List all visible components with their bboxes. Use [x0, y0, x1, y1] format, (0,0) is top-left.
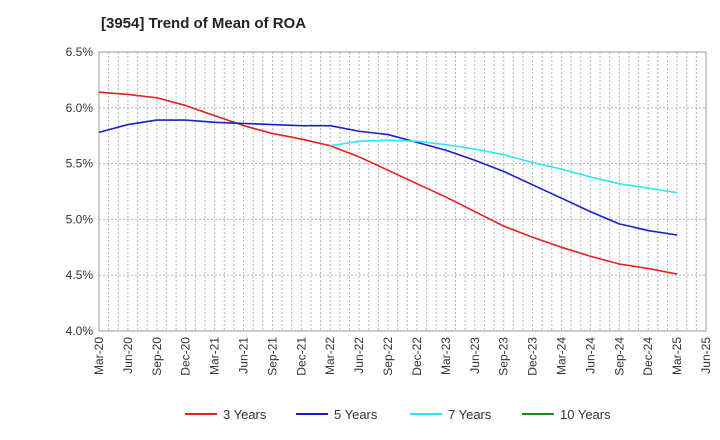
y-tick-label: 5.5%	[66, 157, 94, 171]
x-axis-ticks: Mar-20 Jun-20 Sep-20 Dec-20 Mar-21 Jun-21 Sep-…	[92, 337, 713, 376]
legend-label: 5 Years	[334, 407, 378, 422]
x-tick-label: Jun-20	[121, 337, 135, 374]
x-tick-label: Sep-22	[381, 337, 395, 376]
series-line-3-years	[98, 91, 678, 275]
y-axis-ticks: 4.0% 4.5% 5.0% 5.5% 6.0% 6.5%	[66, 45, 94, 338]
series-lines	[98, 91, 678, 275]
x-tick-label: Mar-24	[554, 337, 568, 375]
x-tick-label: Mar-23	[439, 337, 453, 375]
x-tick-label: Dec-22	[410, 337, 424, 376]
x-tick-label: Dec-23	[526, 337, 540, 376]
x-tick-label: Sep-21	[265, 337, 279, 376]
x-tick-label: Sep-24	[612, 337, 626, 376]
legend: 3 Years 5 Years 7 Years 10 Years	[185, 407, 611, 422]
x-tick-label: Dec-21	[294, 337, 308, 376]
x-tick-label: Jun-25	[699, 337, 713, 374]
x-tick-label: Mar-20	[92, 337, 106, 375]
y-tick-label: 4.0%	[66, 324, 94, 338]
x-tick-label: Mar-25	[670, 337, 684, 375]
x-tick-label: Dec-24	[641, 337, 655, 376]
legend-label: 7 Years	[448, 407, 492, 422]
x-tick-label: Jun-23	[468, 337, 482, 374]
legend-label: 3 Years	[223, 407, 267, 422]
chart-title: [3954] Trend of Mean of ROA	[101, 15, 306, 32]
x-tick-label: Mar-21	[208, 337, 222, 375]
x-tick-label: Dec-20	[179, 337, 193, 376]
x-tick-label: Jun-22	[352, 337, 366, 374]
y-tick-label: 4.5%	[66, 268, 94, 282]
plot-area	[98, 51, 707, 332]
y-tick-label: 5.0%	[66, 212, 94, 226]
series-line-7-years	[330, 139, 678, 194]
series-line-5-years	[98, 119, 678, 236]
x-tick-label: Sep-20	[150, 337, 164, 376]
y-tick-label: 6.0%	[66, 101, 94, 115]
x-tick-label: Jun-24	[583, 337, 597, 374]
y-tick-label: 6.5%	[66, 45, 94, 59]
x-tick-label: Mar-22	[323, 337, 337, 375]
x-tick-label: Jun-21	[237, 337, 251, 374]
x-tick-label: Sep-23	[497, 337, 511, 376]
grid-lines	[99, 52, 706, 331]
legend-label: 10 Years	[560, 407, 611, 422]
